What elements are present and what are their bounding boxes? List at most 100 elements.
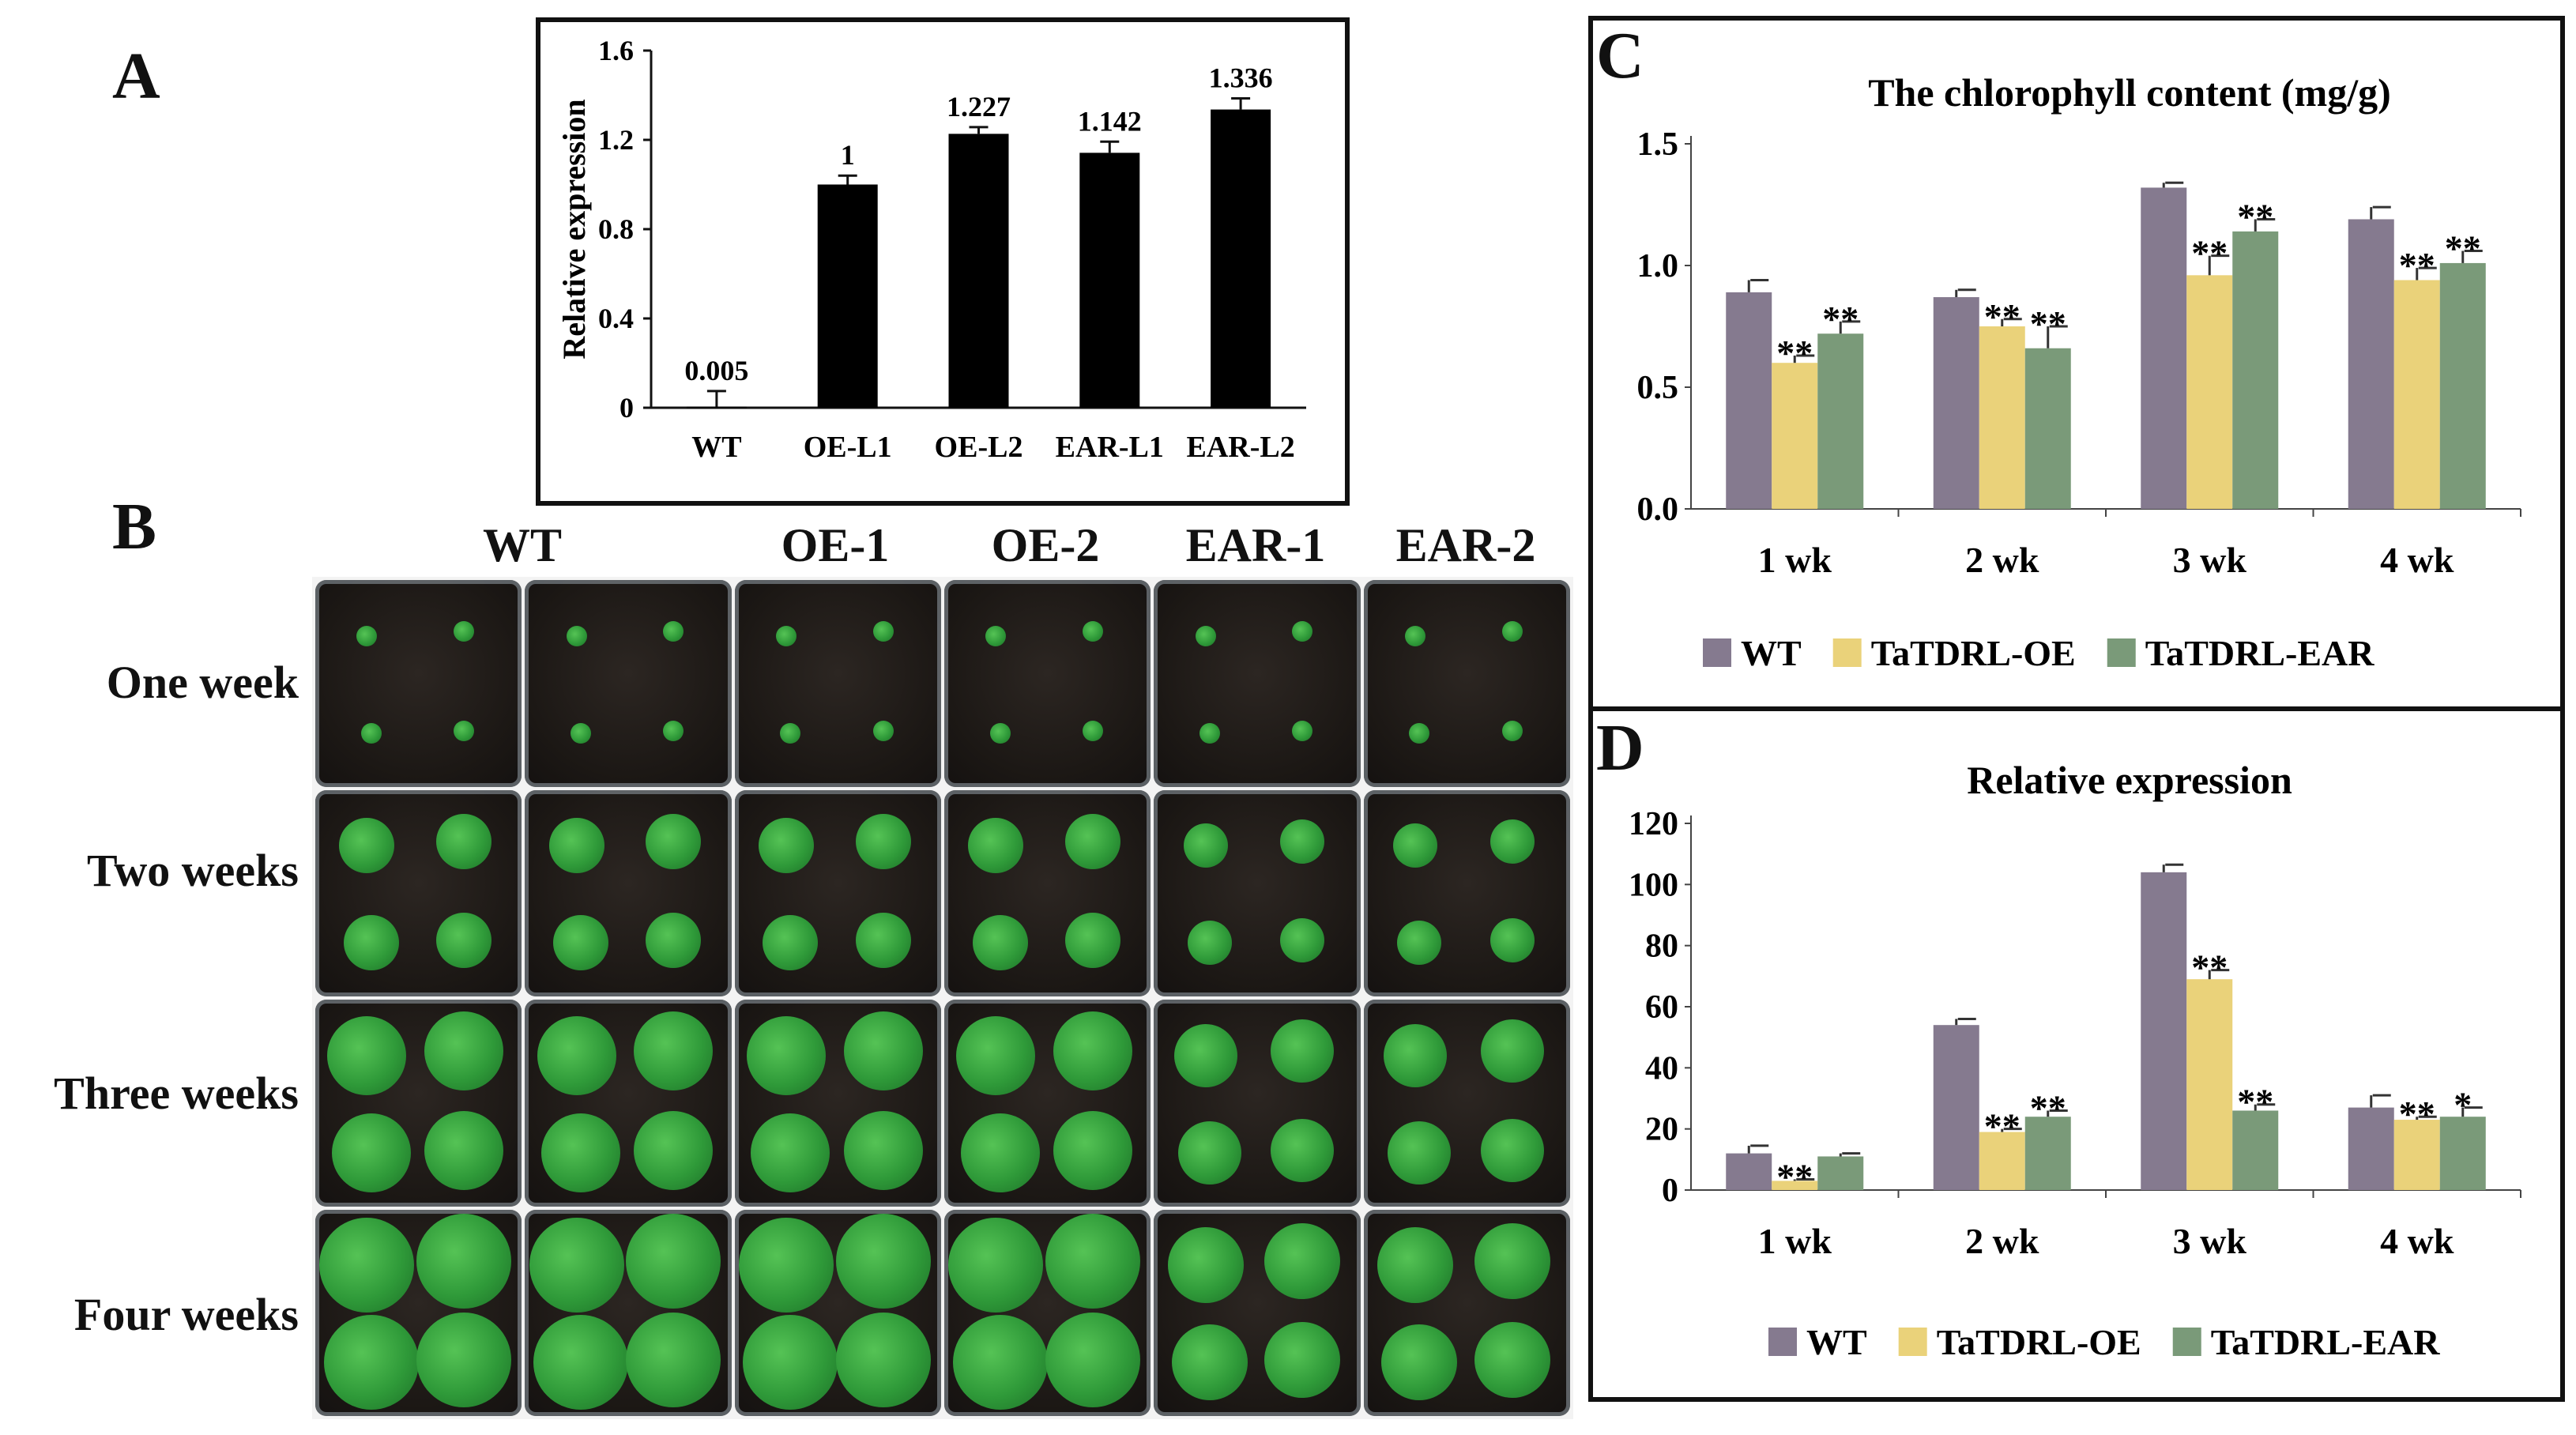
bar	[686, 406, 747, 409]
plant-rosette	[540, 1113, 620, 1192]
bar	[1079, 153, 1140, 408]
pot-ear-2-row-1	[1363, 580, 1570, 787]
x-tick-label: OE-L1	[804, 431, 892, 464]
chart-a: 0 0.4 0.8 1.2 1.6 Relative expression 0.005 WT 1…	[556, 35, 1306, 464]
plant-rosette	[626, 1213, 721, 1309]
pot-wt-row-4	[315, 1209, 522, 1416]
chart-c: The chlorophyll content (mg/g) 0.0 0.5 1.0 1…	[1637, 70, 2521, 673]
pot-ear-2-row-3	[1363, 1000, 1570, 1207]
y-tick-label: 1.0	[1637, 248, 1679, 284]
column-label-ear-2: EAR-2	[1395, 519, 1536, 571]
plant-rosette	[775, 625, 797, 646]
panel-c-label: C	[1596, 19, 1644, 92]
plant-rosette	[646, 813, 702, 869]
significance-mark: **	[1984, 296, 2021, 337]
plant-rosette	[1177, 1121, 1241, 1185]
significance-mark: **	[2030, 303, 2066, 344]
column-label-oe-1: OE-1	[781, 519, 890, 571]
y-tick-label: 120	[1629, 806, 1678, 842]
row-label-two-weeks: Two weeks	[87, 845, 299, 896]
x-tick-label: 2 wk	[1965, 1221, 2039, 1261]
panel-a-label: A	[112, 40, 160, 113]
plant-rosette	[570, 722, 591, 744]
significance-mark: **	[2237, 1082, 2273, 1122]
plant-rosette	[1083, 621, 1104, 642]
x-tick-label: 4 wk	[2380, 540, 2454, 580]
y-tick-label: 80	[1645, 928, 1678, 965]
pot-oe-2-row-2	[944, 789, 1151, 996]
pot-wt-row-3	[315, 1000, 522, 1207]
legend-label: WT	[1806, 1322, 1867, 1362]
plant-rosette	[780, 722, 801, 744]
legend-swatch	[1703, 638, 1731, 667]
x-tick-label: 3 wk	[2173, 540, 2247, 580]
plant-rosette	[1053, 1110, 1133, 1190]
pot-ear-1-row-1	[1154, 580, 1361, 787]
pot-oe-1-row-4	[734, 1209, 941, 1416]
chart-title: The chlorophyll content (mg/g)	[1868, 70, 2391, 115]
plant-rosette	[843, 1011, 923, 1091]
plant-rosette	[1171, 1324, 1248, 1400]
x-tick-label: EAR-L1	[1056, 431, 1164, 464]
y-tick-label: 100	[1629, 867, 1678, 903]
bar	[817, 184, 878, 408]
plant-rosette	[751, 1113, 830, 1192]
pot-oe-1-row-3	[734, 1000, 941, 1207]
column-label-ear-1: EAR-1	[1185, 519, 1326, 571]
bar-tatdrl-ear	[2439, 1117, 2486, 1190]
significance-mark: **	[2445, 228, 2481, 269]
data-label: 1.336	[1209, 62, 1273, 93]
legend-label: TaTDRL-EAR	[2145, 633, 2375, 673]
plant-rosette	[634, 1011, 714, 1091]
significance-mark: **	[1776, 333, 1813, 373]
column-label-wt: WT	[482, 519, 563, 571]
plant-rosette	[327, 1015, 407, 1095]
data-label: 1.227	[947, 91, 1011, 122]
plant-rosette	[952, 1315, 1048, 1410]
plant-rosette	[872, 720, 894, 741]
plant-rosette	[948, 1218, 1044, 1313]
significance-mark: **	[2191, 233, 2228, 273]
plant-rosette	[1183, 823, 1228, 868]
plant-rosette	[1264, 1322, 1341, 1399]
bar-wt	[1933, 297, 1979, 509]
pot-oe-1-row-2	[734, 789, 941, 996]
y-tick-label: 40	[1645, 1050, 1678, 1087]
plant-rosette	[454, 720, 475, 741]
plant-rosette	[634, 1110, 714, 1190]
panel-a-frame	[536, 17, 1350, 506]
plant-rosette	[872, 621, 894, 642]
plant-rosette	[1045, 1313, 1141, 1408]
significance-mark: **	[1776, 1156, 1813, 1196]
bar-tatdrl-oe	[1979, 326, 2025, 509]
significance-mark: **	[2030, 1087, 2066, 1128]
pot-ear-2-row-2	[1363, 789, 1570, 996]
plant-rosette	[1173, 1023, 1237, 1087]
y-tick-label: 0	[1662, 1173, 1678, 1209]
x-tick-label: 3 wk	[2173, 1221, 2247, 1261]
plant-rosette	[1280, 819, 1325, 864]
chart-title: Relative expression	[1967, 758, 2292, 802]
significance-mark: **	[2191, 947, 2228, 988]
significance-mark: *	[2454, 1085, 2472, 1125]
pot-wt-row-1	[315, 580, 522, 787]
plant-rosette	[323, 1315, 419, 1410]
plant-rosette	[1501, 720, 1523, 741]
legend-label: TaTDRL-OE	[1937, 1322, 2141, 1362]
legend-label: TaTDRL-OE	[1871, 633, 2076, 673]
plant-rosette	[1053, 1011, 1133, 1091]
row-label-one-week: One week	[106, 657, 299, 708]
plant-rosette	[855, 813, 911, 869]
plant-rosette	[1392, 823, 1437, 868]
plant-rosette	[1271, 1118, 1335, 1182]
bar-tatdrl-ear	[2232, 1110, 2279, 1190]
pot-wt-row-2	[315, 789, 522, 996]
plant-rosette	[960, 1113, 1040, 1192]
pot-oe-1-row-1	[734, 580, 941, 787]
panel-b-label: B	[112, 490, 157, 563]
bar-wt	[1726, 1153, 1772, 1190]
plant-rosette	[855, 913, 911, 969]
y-tick-label: 0.0	[1637, 492, 1679, 528]
plant-rosette	[1404, 625, 1425, 646]
plant-rosette	[738, 1218, 834, 1313]
